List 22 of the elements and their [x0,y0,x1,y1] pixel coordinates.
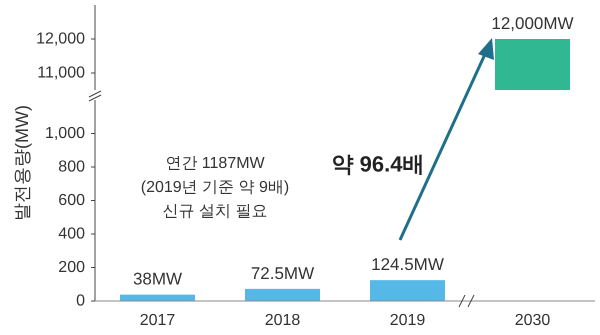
y-axis-title: 발전용량(MW) [12,105,32,221]
x-tick-label: 2018 [264,312,300,329]
bar [120,294,195,301]
annotation: 약 96.4배 [332,152,424,176]
x-tick-label: 2030 [514,312,550,329]
data-label: 124.5MW [371,255,444,274]
y-tick-label: 1,000 [44,125,86,142]
bar [245,288,320,301]
data-label: 12,000MW [491,14,574,33]
annotation: 연간 1187MW (2019년 기준 약 9배) 신규 설치 필요 [140,155,290,220]
x-tick-label: 2017 [140,312,176,329]
bar [370,280,445,301]
y-tick-label: 0 [76,292,86,310]
y-tick-label: 12,000 [36,30,86,48]
x-tick-label: 2019 [390,312,426,329]
y-tick-label: 400 [58,226,86,242]
y-tick-label: 600 [58,192,86,209]
data-label: 72.5MW [250,264,314,283]
data-label: 38MW [132,270,182,289]
y-tick-label: 800 [58,158,86,176]
y-tick-label: 11,000 [37,64,86,82]
y-tick-label: 200 [58,259,86,276]
